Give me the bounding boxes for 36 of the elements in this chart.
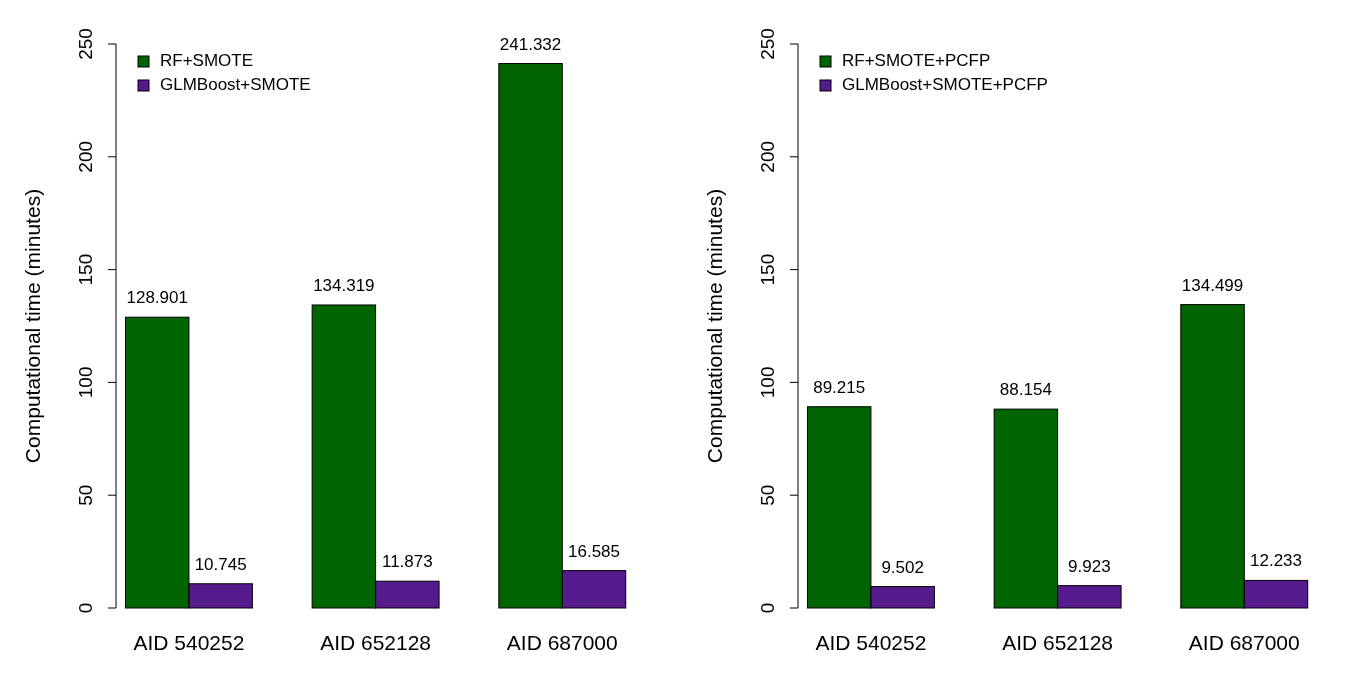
y-tick-label: 100 xyxy=(757,366,778,399)
legend-label: RF+SMOTE+PCFP xyxy=(842,51,991,70)
data-label: 128.901 xyxy=(126,288,188,308)
x-tick-label: AID 540252 xyxy=(133,631,245,654)
y-axis-title: Computational time (minutes) xyxy=(703,188,726,464)
y-tick-label: 0 xyxy=(757,602,778,614)
y-tick-label: 0 xyxy=(75,602,96,614)
data-label: 16.585 xyxy=(568,541,620,561)
legend-label: GLMBoost+SMOTE+PCFP xyxy=(842,75,1048,94)
data-label: 11.873 xyxy=(381,552,433,572)
y-tick-label: 100 xyxy=(75,366,96,399)
legend-label: RF+SMOTE xyxy=(160,51,254,70)
data-label: 88.154 xyxy=(999,380,1052,400)
y-tick-label: 200 xyxy=(75,140,96,173)
data-label: 241.332 xyxy=(499,34,562,54)
data-label: 10.745 xyxy=(194,554,247,574)
data-label: 134.499 xyxy=(1181,275,1244,295)
data-label: 9.502 xyxy=(881,557,924,577)
y-tick-label: 50 xyxy=(75,484,96,506)
y-tick-label: 250 xyxy=(75,28,96,60)
data-label: 134.319 xyxy=(313,275,375,295)
x-tick-label: AID 687000 xyxy=(1188,631,1300,654)
y-tick-label: 150 xyxy=(757,253,778,286)
y-axis-title: Computational time (minutes) xyxy=(21,188,44,464)
y-tick-label: 50 xyxy=(757,484,778,506)
x-tick-label: AID 687000 xyxy=(506,631,618,654)
y-tick-label: 150 xyxy=(75,253,96,286)
data-label: 12.233 xyxy=(1250,551,1302,571)
data-label: 89.215 xyxy=(813,377,866,397)
legend-label: GLMBoost+SMOTE xyxy=(160,75,311,94)
y-tick-label: 200 xyxy=(757,140,778,173)
x-tick-label: AID 540252 xyxy=(815,631,927,654)
x-tick-label: AID 652128 xyxy=(320,631,432,654)
y-tick-label: 250 xyxy=(757,28,778,60)
data-label: 9.923 xyxy=(1068,556,1111,576)
x-tick-label: AID 652128 xyxy=(1002,631,1114,654)
